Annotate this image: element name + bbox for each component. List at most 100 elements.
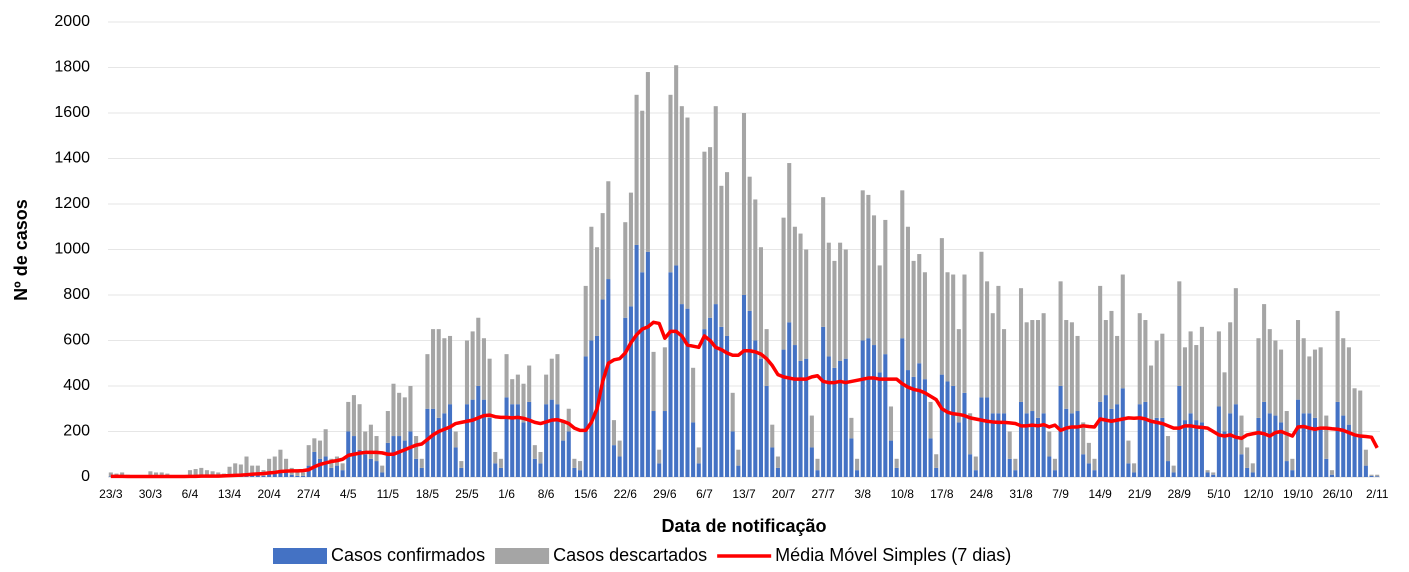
- bar: [815, 470, 820, 477]
- bar: [741, 113, 747, 295]
- bar: [951, 274, 956, 386]
- x-tick-label: 25/5: [455, 487, 479, 501]
- bar: [1103, 320, 1108, 396]
- x-tick-label: 24/8: [970, 487, 994, 501]
- bar: [510, 379, 515, 405]
- bar: [1120, 388, 1125, 477]
- x-tick-label: 30/3: [139, 487, 163, 501]
- bar: [442, 338, 447, 414]
- bar: [770, 424, 775, 448]
- bar: [1171, 465, 1176, 473]
- bar: [1228, 413, 1233, 477]
- bar: [284, 472, 289, 477]
- bar: [1165, 461, 1171, 477]
- bar: [351, 436, 356, 477]
- bar: [532, 445, 537, 459]
- bar: [1126, 463, 1131, 477]
- bar: [397, 392, 402, 437]
- x-tick-label: 19/10: [1283, 487, 1313, 501]
- bar: [459, 461, 464, 468]
- y-tick-label: 800: [63, 286, 90, 303]
- x-axis-title: Data de notificação: [661, 516, 826, 536]
- bar: [917, 254, 922, 364]
- bar: [719, 185, 724, 327]
- bar: [1160, 333, 1165, 418]
- bar: [775, 456, 780, 468]
- bar: [1199, 422, 1204, 477]
- bar: [566, 408, 571, 432]
- bar: [1030, 320, 1035, 412]
- bar: [939, 374, 944, 477]
- bar: [459, 467, 464, 477]
- bar: [866, 194, 871, 339]
- bar: [120, 472, 125, 477]
- bar: [617, 440, 622, 457]
- bar: [527, 365, 532, 402]
- bar: [1273, 340, 1278, 416]
- bar: [1346, 424, 1351, 477]
- bar: [1137, 404, 1142, 477]
- bar: [713, 106, 718, 305]
- bar: [1262, 401, 1267, 477]
- bar: [934, 454, 939, 468]
- bar: [340, 470, 345, 477]
- bar: [1109, 310, 1114, 409]
- bar: [1109, 408, 1114, 477]
- bar: [877, 372, 882, 477]
- bar: [210, 471, 215, 477]
- bar: [385, 442, 390, 477]
- bar: [1273, 415, 1278, 477]
- bar: [651, 351, 656, 412]
- bar: [1312, 349, 1318, 418]
- bar: [402, 397, 407, 441]
- bar: [996, 285, 1001, 414]
- bar: [1329, 474, 1334, 477]
- bar: [159, 472, 164, 477]
- bar: [380, 465, 385, 473]
- bar: [1205, 472, 1210, 477]
- bar: [662, 347, 667, 412]
- bar: [278, 470, 283, 477]
- bar: [917, 363, 922, 477]
- y-axis-title: Nº de casos: [11, 199, 31, 301]
- bar: [855, 470, 860, 477]
- bar: [640, 272, 645, 477]
- bar: [770, 447, 775, 477]
- bar: [826, 356, 831, 477]
- bar: [1188, 413, 1193, 477]
- bar: [442, 413, 447, 477]
- bar: [1024, 322, 1029, 414]
- bar: [962, 274, 967, 393]
- bar: [578, 461, 583, 471]
- bar: [792, 226, 797, 346]
- bar: [357, 404, 362, 450]
- bar: [1239, 454, 1244, 477]
- bar: [1375, 474, 1380, 477]
- bar: [1199, 326, 1204, 423]
- bar: [623, 222, 628, 318]
- bar: [985, 397, 990, 477]
- bar: [1035, 320, 1041, 418]
- y-tick-label: 200: [63, 423, 90, 440]
- bar: [1047, 456, 1052, 477]
- bar: [1307, 413, 1312, 477]
- bar: [527, 401, 532, 477]
- bar: [267, 458, 272, 473]
- bar: [583, 356, 588, 477]
- bar: [985, 281, 990, 398]
- bar: [289, 474, 294, 477]
- bar: [1346, 347, 1351, 425]
- bar: [414, 458, 419, 477]
- bar: [826, 242, 831, 357]
- bar: [368, 424, 373, 459]
- bar: [843, 249, 848, 359]
- bar: [1007, 458, 1012, 477]
- bar: [888, 406, 894, 441]
- legend-label: Casos descartados: [553, 545, 707, 565]
- bar: [758, 247, 763, 359]
- bar: [645, 251, 650, 477]
- bar: [1177, 386, 1182, 477]
- bar: [708, 147, 713, 318]
- legend-swatch: [273, 548, 327, 564]
- bar: [464, 404, 470, 477]
